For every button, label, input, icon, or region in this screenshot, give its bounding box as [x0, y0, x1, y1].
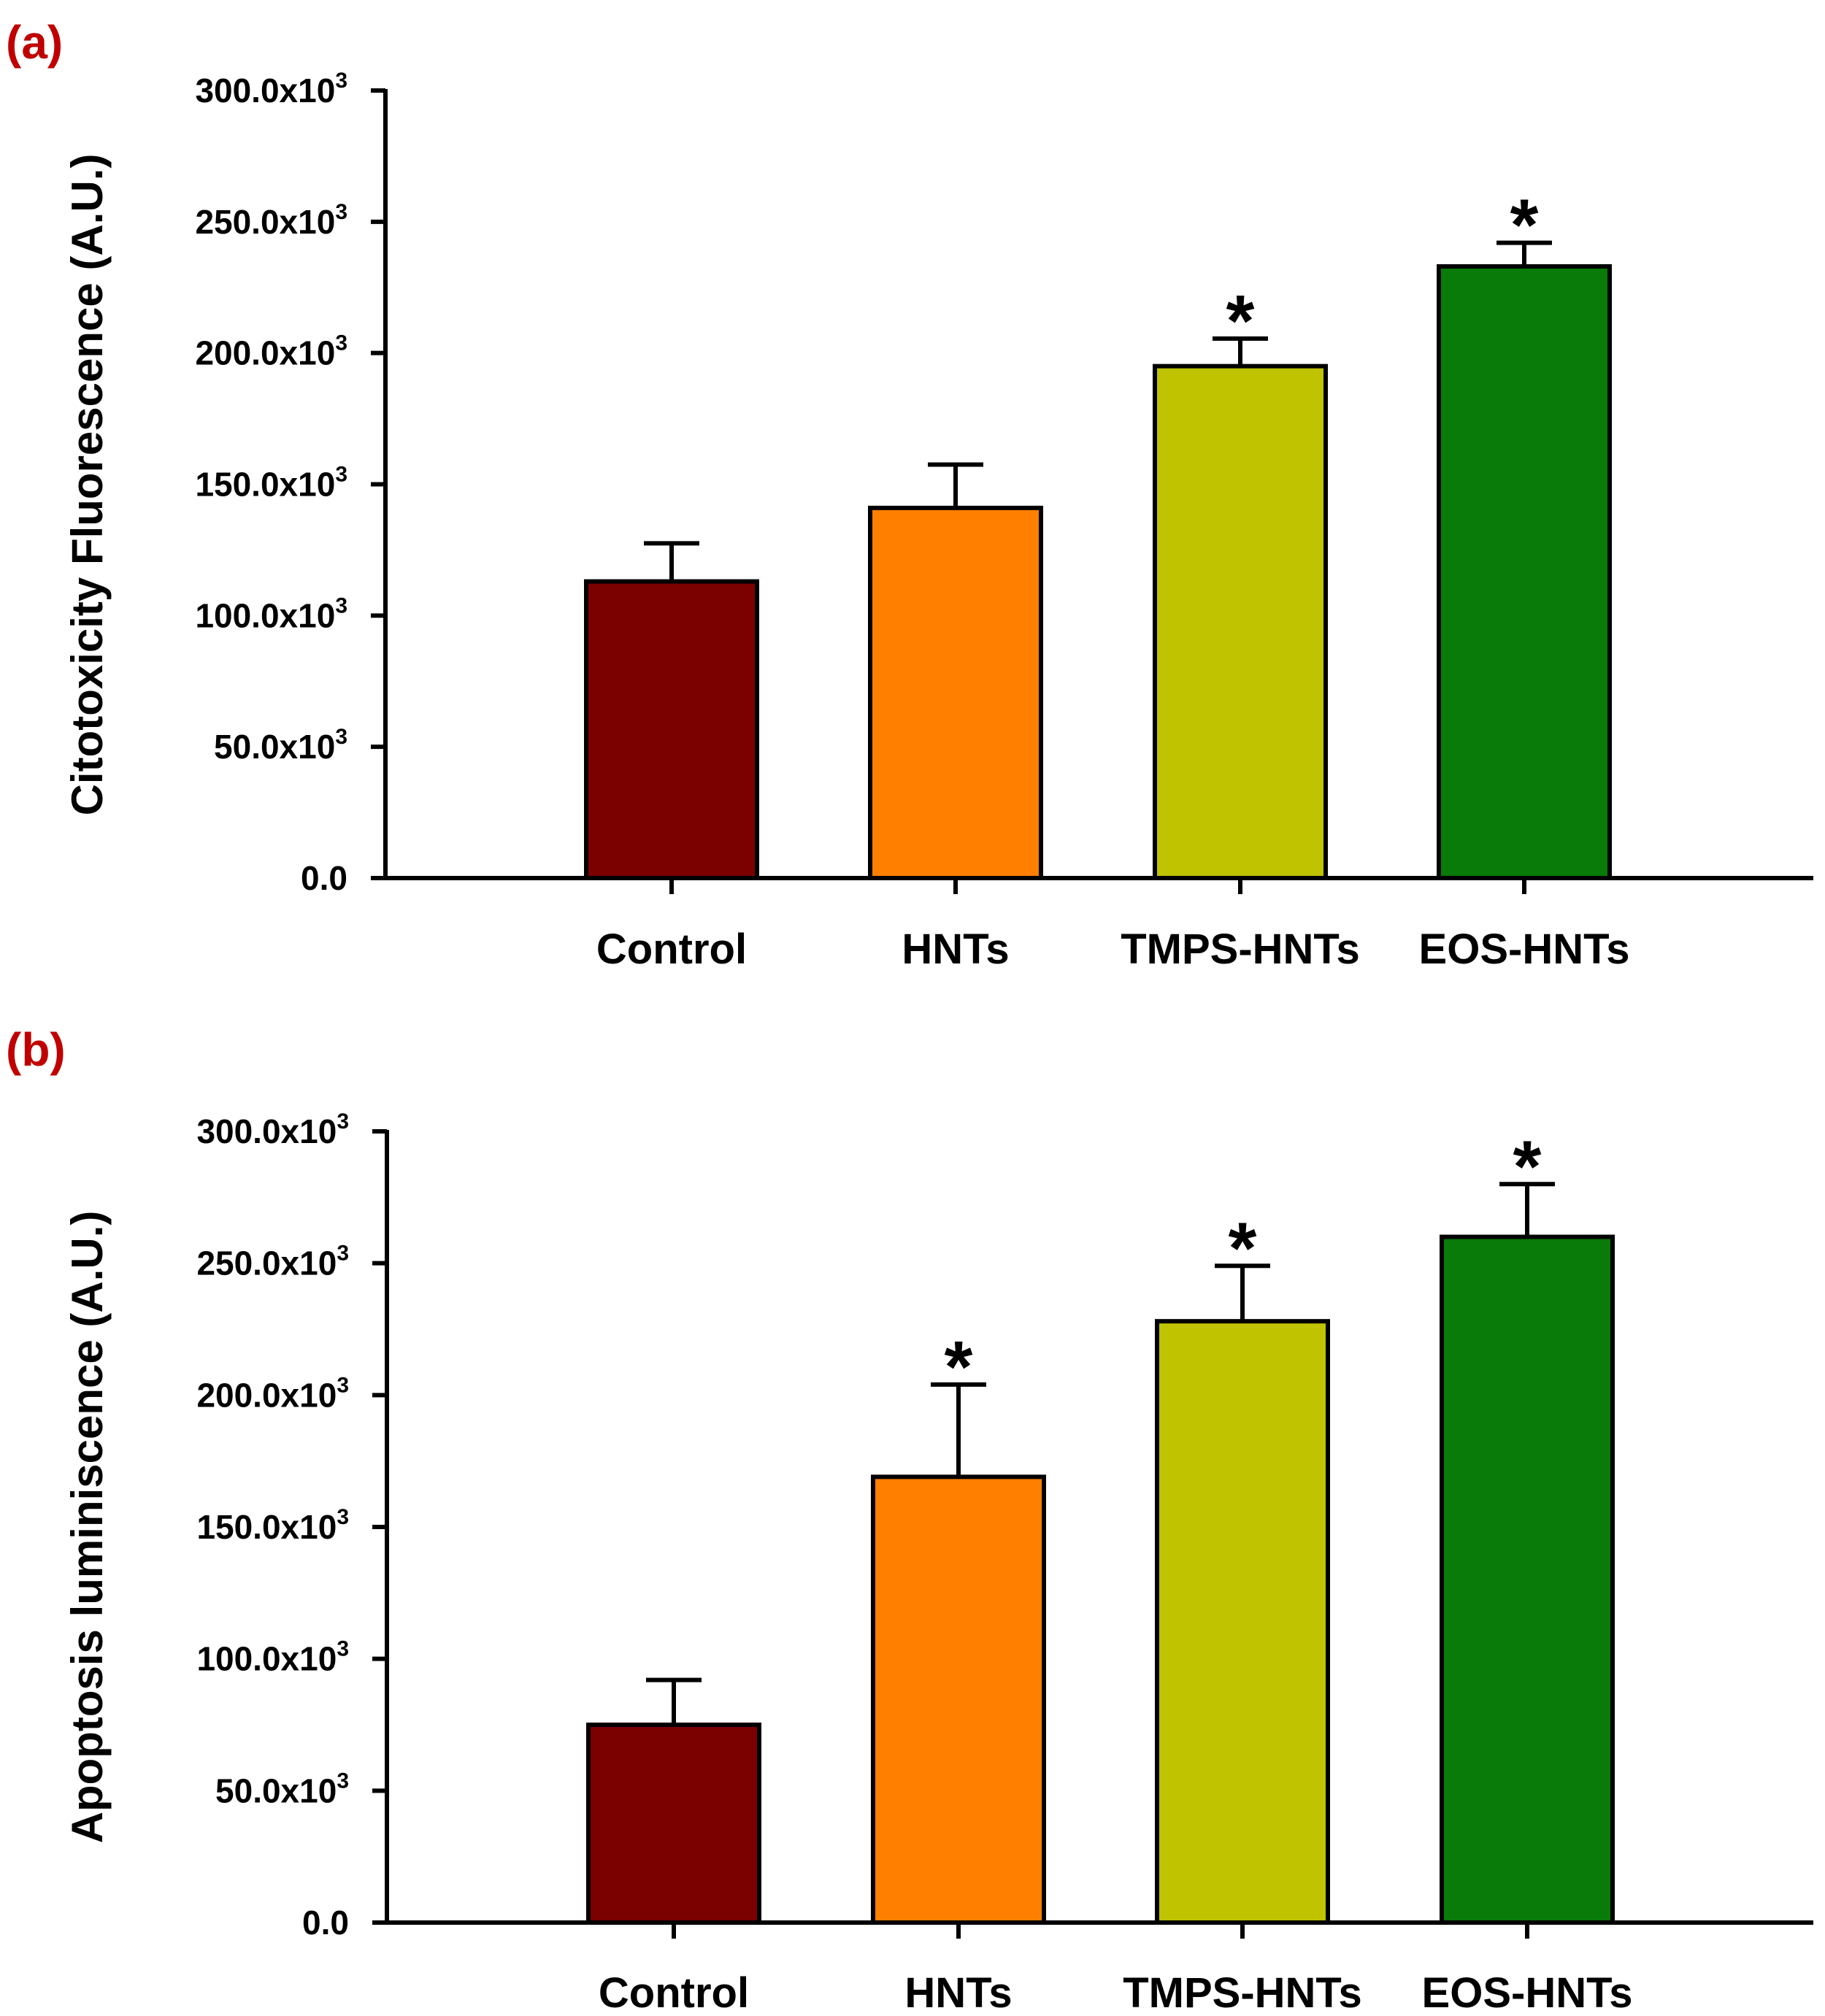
y-tick-label: 50.0x103: [215, 1769, 349, 1809]
bar-eos-hnts: [1437, 263, 1612, 880]
bar-eos-hnts: [1440, 1234, 1615, 1925]
x-tick-label: TMPS-HNTs: [1123, 1969, 1362, 2016]
y-tick-label: 250.0x103: [195, 200, 347, 241]
bar-control: [586, 1723, 761, 1925]
y-tick-label: 150.0x103: [195, 463, 347, 504]
y-tick-label: 100.0x103: [195, 593, 347, 634]
x-tick-label: EOS-HNTs: [1419, 926, 1630, 973]
significance-marker: *: [1513, 1126, 1542, 1207]
bar-hnts: [868, 505, 1043, 880]
y-axis-title: Apoptosis luminiscence (A.U.): [63, 1211, 112, 1844]
x-tick-label: Control: [596, 926, 747, 973]
y-tick-label: 0.0: [302, 1904, 349, 1942]
panel-label: (b): [6, 1023, 66, 1076]
y-tick-label: 300.0x103: [195, 69, 347, 109]
x-tick-label: EOS-HNTs: [1422, 1969, 1633, 2016]
panel-label: (a): [6, 16, 63, 69]
significance-marker: *: [1226, 280, 1255, 362]
x-tick-label: HNTs: [902, 926, 1009, 973]
y-tick-label: 50.0x103: [214, 725, 347, 766]
x-tick-label: HNTs: [904, 1969, 1012, 2016]
bar-tmps-hnts: [1153, 363, 1328, 880]
panel-b: (b) Apoptosis luminiscence (A.U.) * * * 0.0 50…: [6, 1023, 1813, 2016]
significance-marker: *: [1229, 1207, 1257, 1289]
y-tick-label: 300.0x103: [196, 1109, 349, 1150]
x-tick-label: TMPS-HNTs: [1121, 926, 1360, 973]
x-tick-label: Control: [599, 1969, 749, 2016]
panel-a: (a) Citotoxicity Fluorescence (A.U.) * * 0.0…: [6, 16, 1813, 973]
bar-hnts: [871, 1474, 1046, 1925]
bar-control: [584, 579, 759, 880]
significance-marker: *: [945, 1326, 973, 1408]
y-tick-label: 150.0x103: [196, 1505, 349, 1546]
y-tick-label: 200.0x103: [195, 331, 347, 372]
y-tick-label: 100.0x103: [196, 1637, 349, 1678]
y-tick-label: 200.0x103: [196, 1373, 349, 1414]
bar-tmps-hnts: [1155, 1319, 1330, 1925]
y-axis-title: Citotoxicity Fluorescence (A.U.): [63, 154, 112, 816]
significance-marker: *: [1510, 185, 1539, 266]
y-tick-label: 250.0x103: [196, 1242, 349, 1282]
y-tick-label: 0.0: [301, 859, 347, 897]
